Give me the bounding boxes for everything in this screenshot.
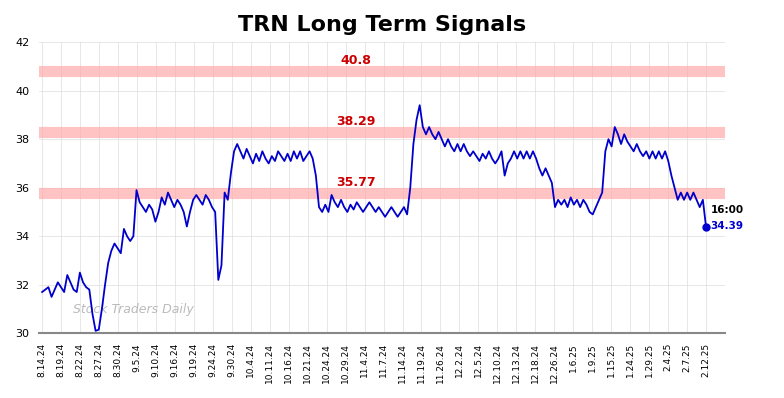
Text: 38.29: 38.29 xyxy=(336,115,376,128)
Text: 16:00: 16:00 xyxy=(711,205,744,215)
Text: 40.8: 40.8 xyxy=(340,54,371,67)
Text: Stock Traders Daily: Stock Traders Daily xyxy=(73,303,194,316)
Text: 34.39: 34.39 xyxy=(711,221,744,231)
Title: TRN Long Term Signals: TRN Long Term Signals xyxy=(238,15,526,35)
Text: 35.77: 35.77 xyxy=(336,176,376,189)
